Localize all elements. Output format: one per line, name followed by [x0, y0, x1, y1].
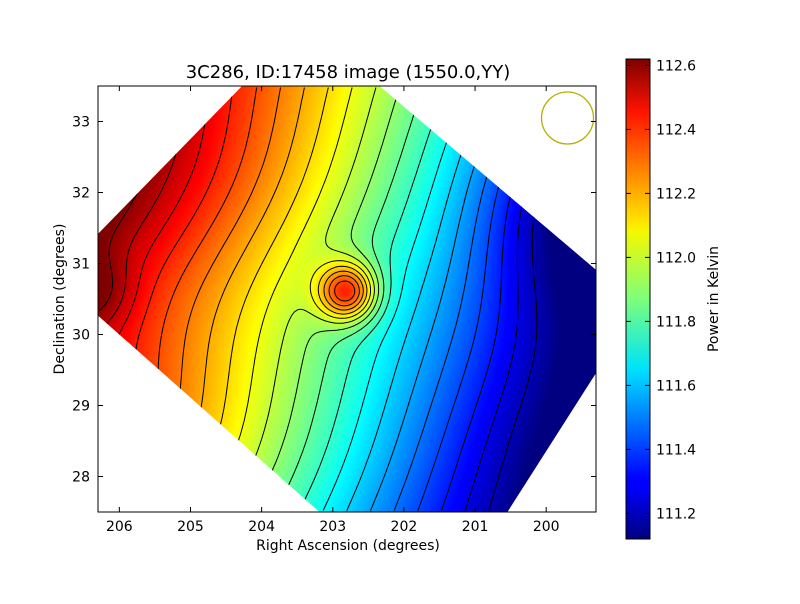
y-tick-label: 30	[72, 328, 90, 344]
x-axis-label: Right Ascension (degrees)	[256, 538, 440, 554]
axes-frame	[97, 85, 597, 513]
x-tick-label: 203	[319, 519, 346, 535]
colorbar-tick-label: 112.6	[656, 58, 696, 74]
colorbar-label: Power in Kelvin	[706, 246, 722, 352]
colorbar-tick-label: 112.2	[656, 186, 696, 202]
x-tick-label: 202	[391, 519, 418, 535]
colorbar-ticks: 111.2 111.4 111.6 111.8 112.0 112.2 112.4 112.6	[626, 58, 696, 522]
colorbar-gradient	[625, 58, 651, 540]
colorbar-tick-label: 112.0	[656, 250, 696, 266]
colorbar-tick-label: 111.2	[656, 506, 696, 522]
colorbar-tick-label: 111.4	[656, 442, 696, 458]
heatmap-image	[98, 86, 596, 512]
x-tick-label: 201	[462, 519, 489, 535]
x-tick-label: 206	[106, 519, 133, 535]
y-tick-label: 29	[72, 399, 90, 415]
y-axis-label: Declination (degrees)	[52, 224, 68, 375]
x-tick-label: 200	[533, 519, 560, 535]
y-tick-label: 33	[72, 115, 90, 131]
y-tick-label: 28	[72, 470, 90, 486]
y-tick-label: 32	[72, 186, 90, 202]
x-tick-label: 205	[177, 519, 204, 535]
chart-title: 3C286, ID:17458 image (1550.0,YY)	[186, 62, 511, 83]
y-tick-label: 31	[72, 257, 90, 273]
x-tick-label: 204	[248, 519, 275, 535]
colorbar-tick-label: 111.6	[656, 378, 696, 394]
x-axis: 206 205 204 203 202 201 200	[106, 86, 560, 535]
colorbar-tick-label: 112.4	[656, 122, 696, 138]
y-axis: 28 29 30 31 32 33	[72, 115, 596, 486]
plot-area: 206 205 204 203 202 201 200 28 29 30 31 32 33	[72, 85, 597, 535]
colorbar-tick-label: 111.8	[656, 314, 696, 330]
colorbar: 111.2 111.4 111.6 111.8 112.0 112.2 112.4 112.6…	[625, 58, 722, 540]
beam-marker	[540, 91, 595, 145]
